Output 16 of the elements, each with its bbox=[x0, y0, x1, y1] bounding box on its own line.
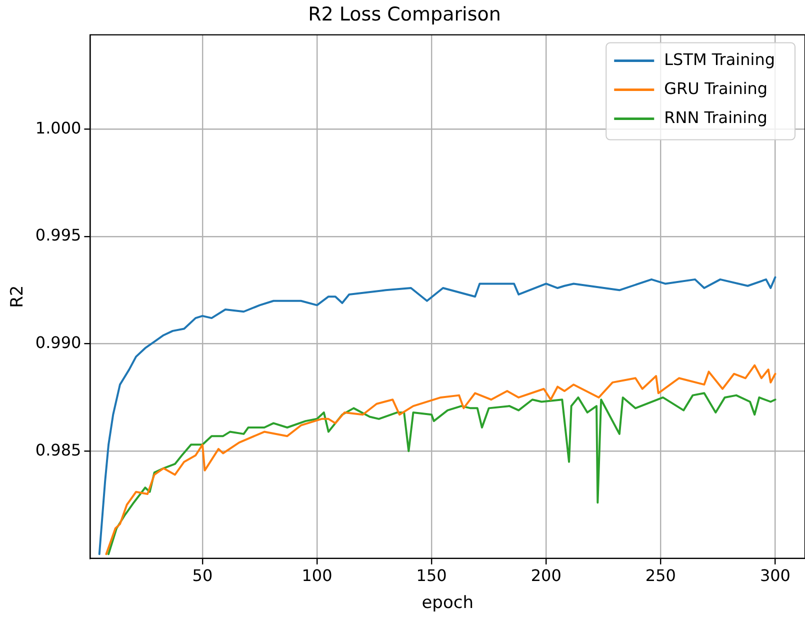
chart-title: R2 Loss Comparison bbox=[308, 3, 501, 26]
x-tick-label: 100 bbox=[302, 566, 332, 586]
x-tick-label: 50 bbox=[192, 566, 213, 586]
y-tick-label: 1.000 bbox=[35, 118, 82, 138]
x-tick-label: 200 bbox=[530, 566, 562, 586]
legend-label: LSTM Training bbox=[664, 50, 776, 69]
y-tick-label: 0.995 bbox=[35, 226, 82, 245]
x-tick-label: 150 bbox=[416, 566, 447, 586]
y-tick-label: 0.990 bbox=[35, 332, 82, 352]
x-tick-label: 250 bbox=[645, 566, 676, 586]
x-tick-label: 300 bbox=[760, 566, 790, 586]
x-axis-title: epoch bbox=[422, 593, 474, 614]
y-tick-label: 0.985 bbox=[35, 440, 82, 460]
legend-label: GRU Training bbox=[664, 78, 768, 98]
legend-label: RNN Training bbox=[664, 108, 768, 127]
y-axis-title: R2 bbox=[8, 285, 28, 308]
